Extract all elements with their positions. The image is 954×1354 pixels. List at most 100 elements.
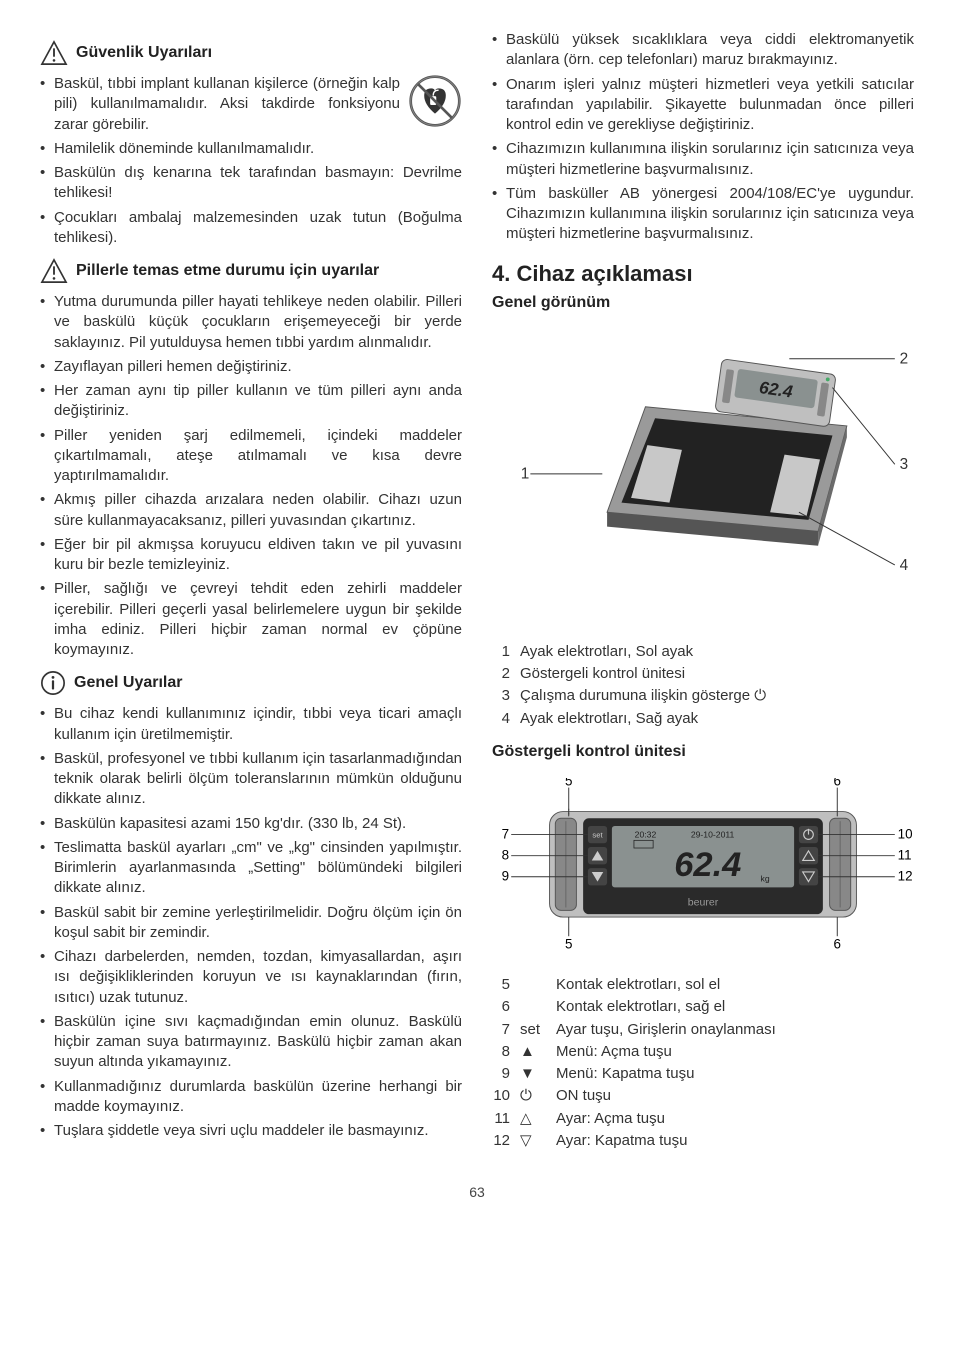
general-bullet-list: Bu cihaz kendi kullanımınız içindir, tıb… — [40, 704, 462, 1141]
callout-7: 7 — [502, 827, 509, 842]
callout-3: 3 — [900, 456, 909, 473]
bullet-text: Baskül sabit bir zemine yerleştirilmelid… — [54, 904, 462, 941]
callout-9: 9 — [502, 869, 509, 884]
bullet-text: Kullanmadığınız durumlarda baskülün üzer… — [54, 1078, 462, 1115]
bullet-text: Cihazımızın kullanımına ilişkin soruları… — [506, 140, 914, 177]
battery-warnings-heading: Pillerle temas etme durumu için uyarılar — [40, 258, 462, 284]
list-item: Yutma durumunda piller hayati tehlikeye … — [40, 292, 462, 353]
continued-bullet-list: Baskülü yüksek sıcaklıklara veya ciddi e… — [492, 30, 914, 245]
callout-6-top: 6 — [834, 778, 841, 789]
right-column: Baskülü yüksek sıcaklıklara veya ciddi e… — [492, 30, 914, 1163]
list-item: Baskül, profesyonel ve tıbbi kullanım iç… — [40, 749, 462, 810]
legend-text: Menü: Kapatma tuşu — [556, 1064, 694, 1084]
legend-symbol: ▼ — [520, 1064, 546, 1084]
general-title-text: Genel Uyarılar — [74, 672, 183, 694]
bullet-text: Cihazı darbelerden, nemden, tozdan, kimy… — [54, 948, 462, 1006]
legend-text: Ayar: Açma tuşu — [556, 1109, 665, 1129]
legend-text: Menü: Açma tuşu — [556, 1042, 672, 1062]
callout-2: 2 — [900, 350, 909, 367]
legend-symbol: ▽ — [520, 1131, 546, 1151]
legend-text: Ayak elektrotları, Sağ ayak — [520, 709, 698, 729]
bullet-text: Hamilelik döneminde kullanılmamalıdır. — [54, 140, 314, 157]
set-button-label: set — [592, 831, 603, 840]
list-item: Tüm basküller AB yönergesi 2004/108/EC'y… — [492, 184, 914, 245]
safety-warnings-heading: Güvenlik Uyarıları — [40, 40, 462, 66]
legend-text: Kontak elektrotları, sağ el — [556, 997, 725, 1017]
list-item: Baskül sabit bir zemine yerleştirilmelid… — [40, 903, 462, 944]
list-item: Baskülü yüksek sıcaklıklara veya ciddi e… — [492, 30, 914, 71]
bullet-text: Eğer bir pil akmışsa koruyucu eldiven ta… — [54, 536, 462, 573]
pacemaker-prohibited-icon — [408, 74, 462, 128]
list-item: Kullanmadığınız durumlarda baskülün üzer… — [40, 1077, 462, 1118]
list-item: Piller, sağlığı ve çevreyi tehdit eden z… — [40, 579, 462, 660]
bullet-text: Zayıflayan pilleri hemen değiştiriniz. — [54, 358, 292, 375]
list-item: Cihazı darbelerden, nemden, tozdan, kimy… — [40, 947, 462, 1008]
legend-num: 6 — [492, 997, 510, 1017]
legend-row: 2 Göstergeli kontrol ünitesi — [492, 664, 914, 684]
bullet-text: Baskül, tıbbi implant kullanan kişilerce… — [54, 75, 400, 133]
callout-6-bottom: 6 — [834, 937, 841, 951]
list-item: Baskülün kapasitesi azami 150 kg'dır. (3… — [40, 814, 462, 834]
warning-triangle-icon — [40, 258, 68, 284]
bullet-text: Baskülün kapasitesi azami 150 kg'dır. (3… — [54, 815, 406, 832]
list-item: Çocukları ambalaj malzemesinden uzak tut… — [40, 208, 462, 249]
list-item: Hamilelik döneminde kullanılmamalıdır. — [40, 139, 462, 159]
legend-symbol: △ — [520, 1109, 546, 1129]
legend-row: 8 ▲ Menü: Açma tuşu — [492, 1042, 914, 1062]
device-description-heading: 4. Cihaz açıklaması — [492, 259, 914, 289]
legend-num: 12 — [492, 1131, 510, 1151]
legend-text: Ayak elektrotları, Sol ayak — [520, 642, 693, 662]
bullet-text: Piller yeniden şarj edilmemeli, içindeki… — [54, 427, 462, 485]
control-unit-diagram: 20:32 29-10-2011 62.4 kg beurer set — [492, 778, 914, 951]
info-circle-icon — [40, 670, 66, 696]
bullet-text: Bu cihaz kendi kullanımınız içindir, tıb… — [54, 705, 462, 742]
list-item: Cihazımızın kullanımına ilişkin soruları… — [492, 139, 914, 180]
callout-5-top: 5 — [565, 778, 572, 789]
overview-legend: 1 Ayak elektrotları, Sol ayak 2 Gösterge… — [492, 642, 914, 729]
callout-12: 12 — [898, 869, 913, 884]
bullet-text: Baskülün içine sıvı kaçmadığından emin o… — [54, 1013, 462, 1071]
lcd-reading: 62.4 — [674, 846, 741, 884]
list-item: Baskülün dış kenarına tek tarafından bas… — [40, 163, 462, 204]
left-column: Güvenlik Uyarıları Baskül, tıbbi implant… — [40, 30, 462, 1163]
legend-symbol: ▲ — [520, 1042, 546, 1062]
callout-10: 10 — [898, 827, 913, 842]
bullet-text: Baskül, profesyonel ve tıbbi kullanım iç… — [54, 750, 462, 808]
control-unit-subheading: Göstergeli kontrol ünitesi — [492, 741, 914, 763]
bullet-text: Akmış piller cihazda arızalara neden ola… — [54, 491, 462, 528]
legend-row: 10 ⏻ ON tuşu — [492, 1086, 914, 1106]
bullet-text: Piller, sağlığı ve çevreyi tehdit eden z… — [54, 580, 462, 658]
legend-row: 4 Ayak elektrotları, Sağ ayak — [492, 709, 914, 729]
page-number: 63 — [40, 1183, 914, 1202]
legend-text: Göstergeli kontrol ünitesi — [520, 664, 685, 684]
legend-num: 8 — [492, 1042, 510, 1062]
legend-symbol: ⏻ — [520, 1086, 546, 1106]
list-item: Teslimatta baskül ayarları „cm" ve „kg" … — [40, 838, 462, 899]
legend-text: Çalışma durumuna ilişkin gösterge ⏻ — [520, 686, 766, 706]
lcd-time: 20:32 — [635, 830, 657, 840]
legend-text: ON tuşu — [556, 1086, 611, 1106]
legend-num: 11 — [492, 1109, 510, 1129]
general-warnings-heading: Genel Uyarılar — [40, 670, 462, 696]
bullet-text: Teslimatta baskül ayarları „cm" ve „kg" … — [54, 839, 462, 897]
list-item: Her zaman aynı tip piller kullanın ve tü… — [40, 381, 462, 422]
list-item: Onarım işleri yalnız müşteri hizmetleri … — [492, 75, 914, 136]
legend-num: 3 — [492, 686, 510, 706]
lcd-unit: kg — [761, 874, 770, 884]
bullet-text: Baskülün dış kenarına tek tarafından bas… — [54, 164, 462, 201]
list-item: Bu cihaz kendi kullanımınız içindir, tıb… — [40, 704, 462, 745]
bullet-text: Çocukları ambalaj malzemesinden uzak tut… — [54, 209, 462, 246]
overview-subheading: Genel görünüm — [492, 292, 914, 314]
bullet-text: Tuşlara şiddetle veya sivri uçlu maddele… — [54, 1122, 429, 1139]
safety-title-text: Güvenlik Uyarıları — [76, 42, 212, 64]
safety-bullet-list: Baskül, tıbbi implant kullanan kişilerce… — [40, 74, 462, 248]
legend-num: 9 — [492, 1064, 510, 1084]
legend-num: 7 — [492, 1020, 510, 1040]
list-item: Piller yeniden şarj edilmemeli, içindeki… — [40, 426, 462, 487]
bullet-text: Her zaman aynı tip piller kullanın ve tü… — [54, 382, 462, 419]
legend-num: 2 — [492, 664, 510, 684]
bullet-text: Tüm basküller AB yönergesi 2004/108/EC'y… — [506, 185, 914, 243]
legend-text: Ayar tuşu, Girişlerin onaylanması — [556, 1020, 776, 1040]
legend-row: 1 Ayak elektrotları, Sol ayak — [492, 642, 914, 662]
legend-num: 1 — [492, 642, 510, 662]
